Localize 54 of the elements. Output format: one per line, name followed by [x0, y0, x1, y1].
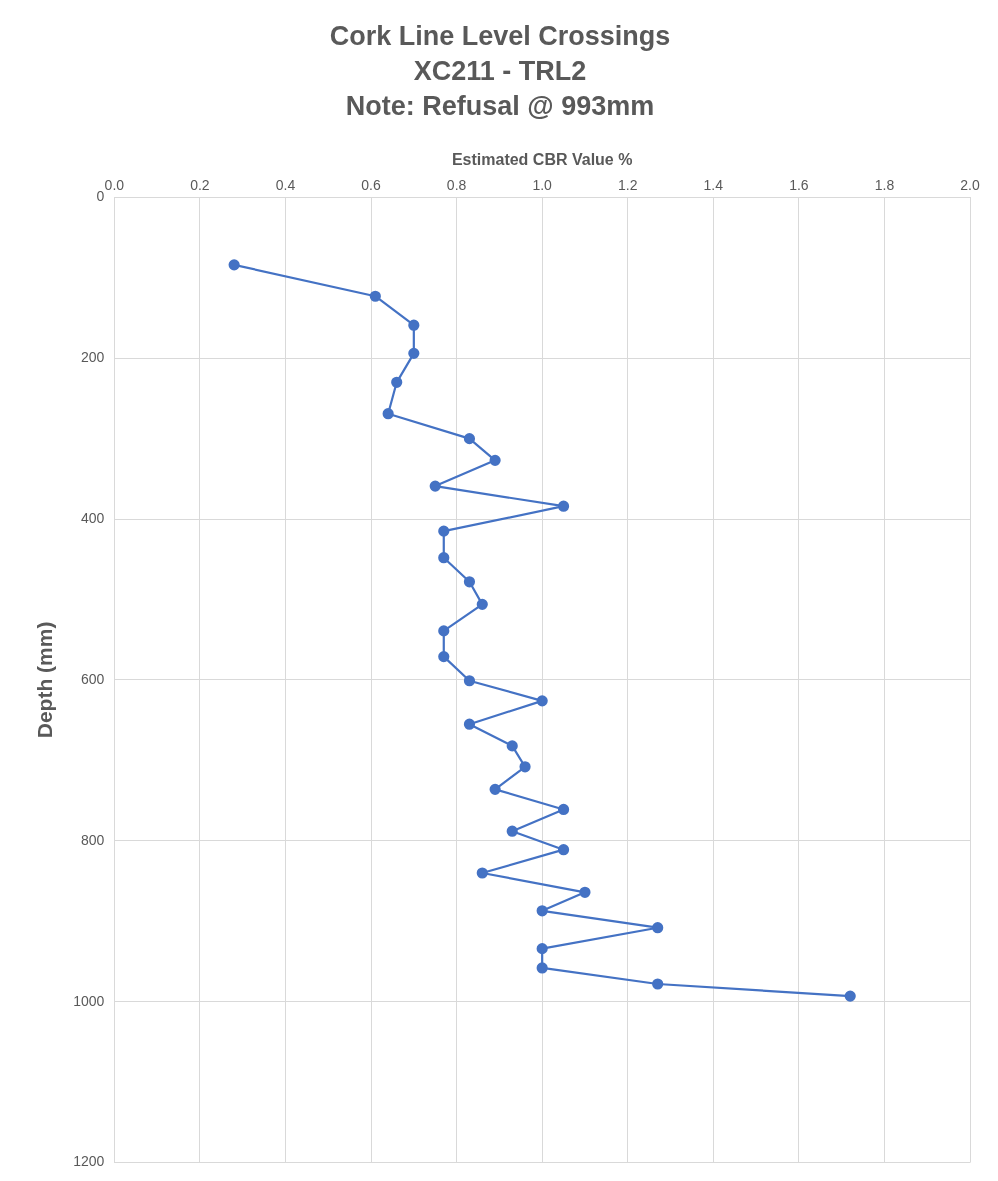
point [463, 576, 476, 588]
point [438, 625, 450, 637]
point [536, 962, 548, 974]
y-axis-title: Depth (mm) [33, 621, 57, 739]
point [476, 867, 488, 879]
point [382, 408, 394, 420]
point [519, 761, 531, 773]
y-tick-label: 800 [80, 831, 105, 848]
point [228, 259, 240, 271]
point [652, 922, 664, 934]
point [463, 675, 476, 687]
point [844, 990, 856, 1002]
x-tick-label: 0.0 [104, 176, 125, 193]
point [557, 803, 570, 816]
point [489, 783, 501, 795]
point [408, 319, 420, 331]
point [438, 552, 450, 564]
point [438, 525, 450, 537]
point [489, 454, 501, 466]
point [463, 433, 476, 445]
x-axis-title: Estimated CBR Value % [451, 151, 633, 169]
x-tick-label: 1.6 [789, 176, 809, 193]
point [536, 943, 548, 955]
point [579, 886, 591, 898]
x-tick-label: 1.2 [618, 176, 638, 193]
x-tick-label: 0.8 [446, 176, 467, 193]
point [369, 290, 381, 302]
x-tick-label: 2.0 [960, 176, 980, 193]
point [557, 844, 570, 856]
y-tick-label: 0 [96, 188, 105, 205]
point [557, 500, 570, 512]
point [536, 695, 548, 707]
point [429, 480, 441, 492]
x-tick-label: 1.0 [532, 176, 553, 193]
chart-title: Cork Line Level Crossings XC211 - TRL2 Note: Refusal @ 993mm [329, 21, 671, 122]
point [463, 718, 476, 730]
point [506, 825, 518, 837]
x-tick-label: 0.6 [361, 176, 381, 193]
y-tick-label: 600 [80, 670, 105, 687]
point [408, 347, 420, 359]
point [506, 740, 518, 752]
x-tick-label: 0.2 [190, 176, 210, 193]
point [476, 598, 488, 610]
x-tick-label: 1.4 [703, 176, 724, 193]
x-tick-label: 1.8 [874, 176, 895, 193]
y-tick-label: 200 [80, 349, 105, 366]
y-tick-label: 1200 [73, 1153, 105, 1170]
y-tick-label: 400 [80, 509, 105, 526]
point [536, 905, 548, 917]
point [652, 978, 664, 990]
x-tick-label: 0.4 [275, 176, 296, 193]
point [391, 376, 403, 388]
y-tick-label: 1000 [73, 992, 105, 1009]
point [438, 651, 450, 663]
